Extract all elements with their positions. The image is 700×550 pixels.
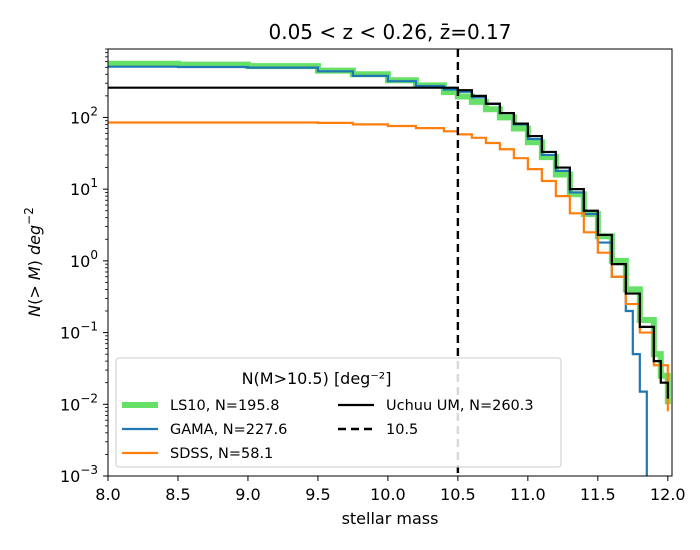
legend: N(M>10.5) [deg⁻²] LS10, N=195.8 GAMA, N=22… bbox=[115, 357, 562, 468]
x-tick-label: 10.5 bbox=[440, 485, 476, 504]
x-tick-label: 11.0 bbox=[510, 485, 546, 504]
series-group bbox=[108, 60, 671, 476]
axes-frame bbox=[107, 48, 673, 477]
y-tick-label: 102 bbox=[70, 104, 98, 127]
y-axis: 10−3 10−2 10−1 100 101 102 bbox=[60, 48, 108, 486]
y-tick-label: 100 bbox=[70, 248, 98, 271]
plot-area bbox=[107, 48, 673, 477]
y-tick-label: 10−1 bbox=[60, 320, 98, 343]
x-tick-label: 10.0 bbox=[370, 485, 406, 504]
chart-title: 0.05 < z < 0.26, z̄=0.17 bbox=[268, 20, 511, 44]
series-line-sdss bbox=[108, 121, 669, 412]
legend-entry-label: SDSS, N=58.1 bbox=[170, 446, 273, 462]
legend-entry-label: 10.5 bbox=[386, 422, 418, 438]
x-tick-label: 9.0 bbox=[235, 485, 260, 504]
x-tick-label: 8.0 bbox=[95, 485, 120, 504]
legend-entry-label: LS10, N=195.8 bbox=[170, 398, 279, 414]
legend-box bbox=[115, 357, 562, 468]
legend-entry-label: GAMA, N=227.6 bbox=[170, 422, 287, 438]
x-tick-label: 11.5 bbox=[580, 485, 616, 504]
y-axis-label: N(> M) deg−2 bbox=[22, 207, 44, 317]
series-line-ls10 bbox=[108, 60, 671, 405]
series-line-uchuu-um bbox=[108, 86, 669, 399]
x-tick-label: 12.0 bbox=[650, 485, 686, 504]
x-axis: 8.0 8.5 9.0 9.5 10.0 10.5 11.0 11.5 12.0 bbox=[95, 476, 686, 504]
x-axis-label: stellar mass bbox=[342, 509, 439, 528]
legend-title: N(M>10.5) [deg⁻²] bbox=[242, 369, 392, 388]
legend-entry-label: Uchuu UM, N=260.3 bbox=[386, 398, 534, 414]
x-tick-label: 8.5 bbox=[165, 485, 190, 504]
y-tick-label: 101 bbox=[70, 176, 98, 199]
y-tick-label: 10−2 bbox=[60, 391, 98, 414]
x-tick-label: 9.5 bbox=[305, 485, 330, 504]
y-tick-label: 10−3 bbox=[60, 463, 98, 486]
